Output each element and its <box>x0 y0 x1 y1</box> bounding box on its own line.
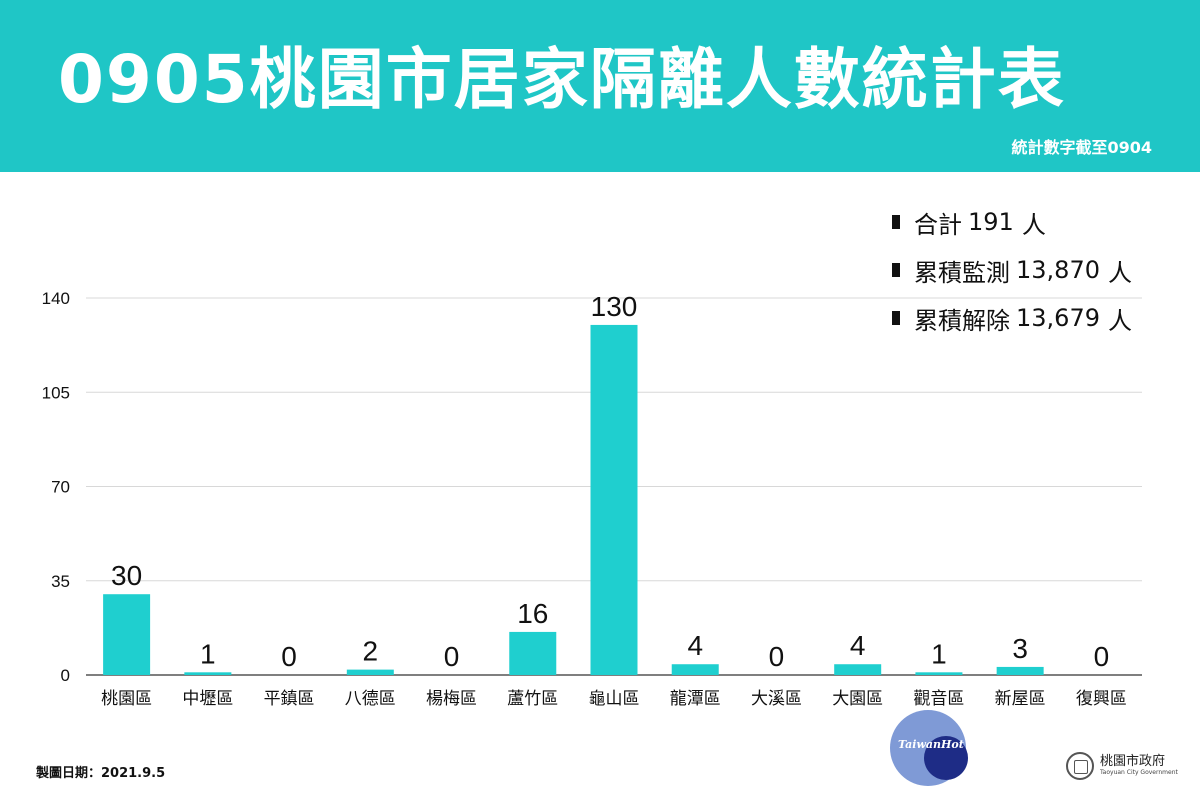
stat-total: 合計 191 人 <box>892 198 1182 246</box>
x-tick-label: 八德區 <box>345 689 396 708</box>
y-tick-label: 70 <box>51 478 70 497</box>
stats-panel: 合計 191 人 累積監測 13,870 人 累積解除 13,679 人 <box>892 198 1182 342</box>
data-label: 0 <box>444 641 460 672</box>
x-tick-label: 新屋區 <box>995 689 1046 708</box>
y-tick-label: 0 <box>61 666 70 685</box>
y-tick-label: 140 <box>42 289 70 308</box>
stat-unit: 人 <box>1107 306 1132 335</box>
x-tick-label: 復興區 <box>1076 689 1127 708</box>
data-label: 1 <box>931 638 947 669</box>
data-label: 16 <box>517 598 548 629</box>
label-layer: 30桃園區1中壢區0平鎮區2八德區0楊梅區16蘆竹區130龜山區4龍潭區0大溪區… <box>101 291 1127 708</box>
bar-桃園區 <box>103 594 151 675</box>
x-tick-label: 平鎮區 <box>264 689 315 708</box>
y-tick-label: 105 <box>42 383 70 402</box>
stat-value: 13,870 <box>1016 256 1100 284</box>
data-cutoff-note: 統計數字截至0904 <box>1011 138 1152 157</box>
bar-龜山區 <box>590 324 638 675</box>
watermark-circle-small <box>924 736 968 780</box>
bar-觀音區 <box>915 672 963 675</box>
data-label: 1 <box>200 638 216 669</box>
bullet-icon <box>892 263 900 277</box>
y-tick-label: 35 <box>51 572 70 591</box>
taoyuan-gov-logo: 桃園市政府 Taoyuan City Government <box>1066 752 1178 780</box>
stat-label: 合計 <box>914 210 962 239</box>
x-tick-label: 楊梅區 <box>426 689 477 708</box>
bullet-icon <box>892 215 900 229</box>
bar-layer <box>103 324 1044 675</box>
bar-大園區 <box>834 664 882 675</box>
data-label: 4 <box>687 630 703 661</box>
data-label: 3 <box>1012 633 1028 664</box>
taiwanhot-watermark-logo: TaiwanHot <box>890 710 980 790</box>
page-title: 0905桃園市居家隔離人數統計表 <box>58 41 1066 118</box>
data-label: 4 <box>850 630 866 661</box>
data-label: 130 <box>591 291 638 322</box>
data-label: 30 <box>111 560 142 591</box>
data-label: 0 <box>1094 641 1110 672</box>
stat-label: 累積解除 <box>914 306 1010 335</box>
watermark-text: TaiwanHot <box>898 738 964 751</box>
gov-name: 桃園市政府 <box>1100 754 1166 769</box>
data-label: 0 <box>769 641 785 672</box>
bar-中壢區 <box>184 672 232 675</box>
bar-新屋區 <box>996 666 1044 675</box>
stat-cumulative-released: 累積解除 13,679 人 <box>892 294 1182 342</box>
x-tick-label: 蘆竹區 <box>507 689 558 708</box>
stat-cumulative-monitored: 累積監測 13,870 人 <box>892 246 1182 294</box>
stat-unit: 人 <box>1021 210 1046 239</box>
x-tick-label: 大溪區 <box>751 689 802 708</box>
stat-value: 191 <box>968 208 1014 236</box>
data-label: 0 <box>281 641 297 672</box>
city-seal-icon <box>1066 752 1094 780</box>
data-label: 2 <box>363 636 379 667</box>
gov-name-en: Taoyuan City Government <box>1100 769 1178 776</box>
x-tick-label: 大園區 <box>832 689 883 708</box>
stat-value: 13,679 <box>1016 304 1100 332</box>
x-tick-label: 桃園區 <box>101 689 152 708</box>
x-tick-label: 龜山區 <box>589 689 640 708</box>
x-tick-label: 龍潭區 <box>670 689 721 708</box>
bar-龍潭區 <box>671 664 719 675</box>
stat-unit: 人 <box>1107 258 1132 287</box>
stat-label: 累積監測 <box>914 258 1010 287</box>
bullet-icon <box>892 311 900 325</box>
bar-八德區 <box>346 669 394 675</box>
header-banner: 0905桃園市居家隔離人數統計表 統計數字截至0904 <box>0 0 1200 172</box>
bar-蘆竹區 <box>509 631 557 675</box>
x-tick-label: 觀音區 <box>913 689 964 708</box>
chart-date: 製圖日期：2021.9.5 <box>36 766 166 781</box>
x-tick-label: 中壢區 <box>182 689 233 708</box>
